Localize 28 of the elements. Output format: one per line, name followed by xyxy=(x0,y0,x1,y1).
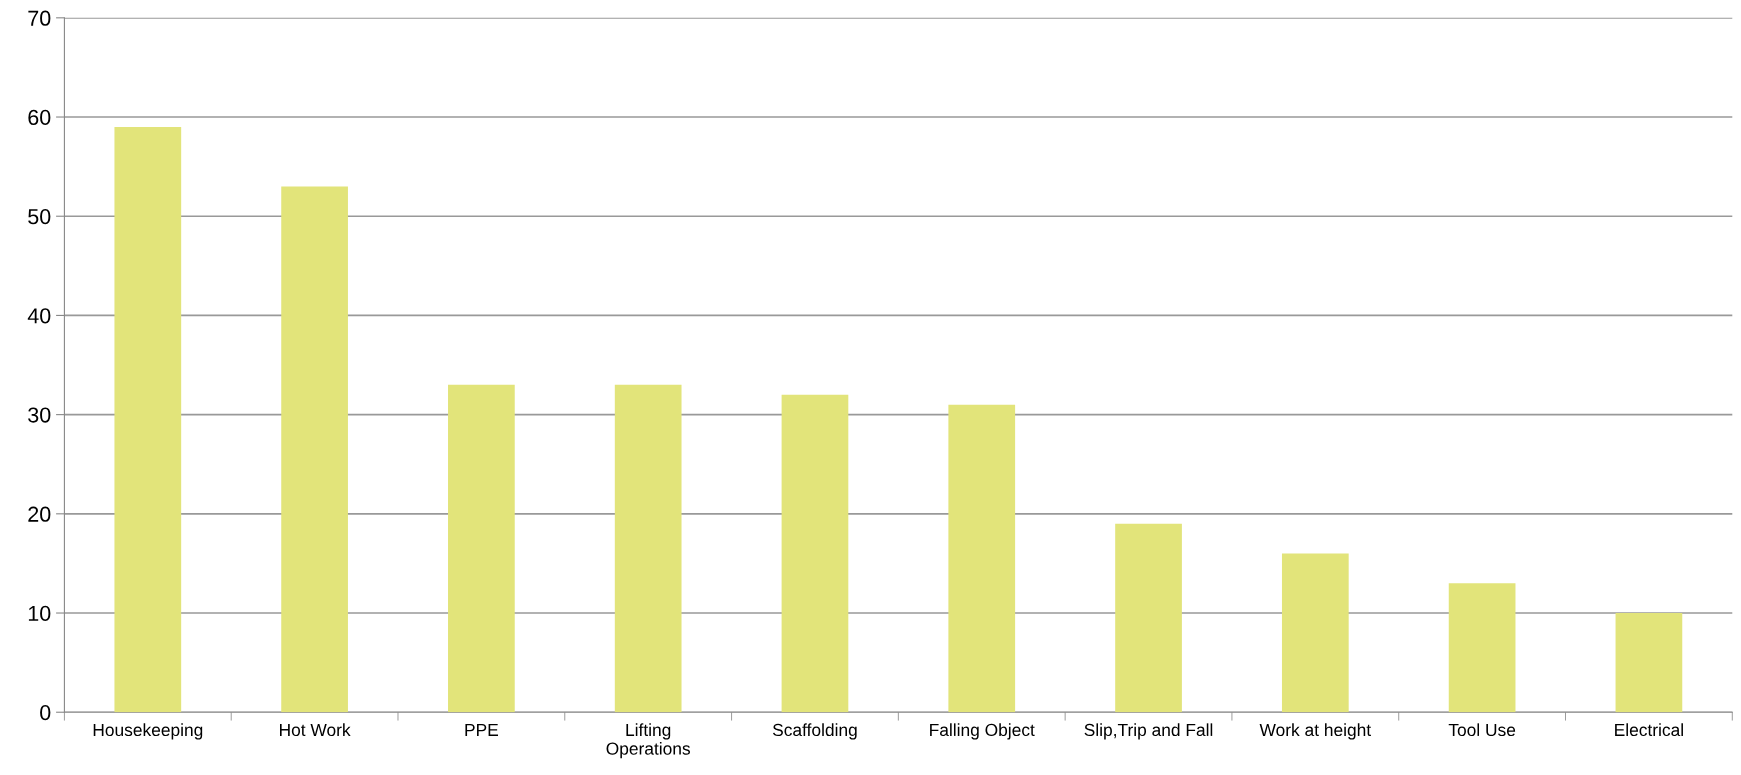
y-tick-label: 20 xyxy=(28,506,51,522)
y-tick-label: 10 xyxy=(28,605,51,622)
bar xyxy=(448,384,515,713)
y-tick-label: 30 xyxy=(28,407,51,423)
bar xyxy=(781,394,849,713)
bar xyxy=(948,404,1016,713)
x-tick-label: Housekeeping xyxy=(93,723,203,740)
y-tick-label: 50 xyxy=(28,208,51,225)
x-tick-label: Slip,Trip and Fall xyxy=(1084,723,1213,740)
x-tick-label: Work at height xyxy=(1259,723,1372,740)
y-tick-label: 0 xyxy=(40,704,51,721)
y-tick-label: 60 xyxy=(28,109,51,126)
x-tick-label: Scaffolding xyxy=(772,723,857,740)
x-tick-label: Hot Work xyxy=(280,723,351,737)
x-tick-label: Falling Object xyxy=(930,723,1035,740)
bar xyxy=(114,126,182,713)
y-tick-label: 70 xyxy=(28,10,51,26)
bar xyxy=(1281,553,1349,713)
x-tick-label: PPE xyxy=(465,723,499,736)
y-tick-label: 40 xyxy=(27,308,51,324)
bar xyxy=(1448,583,1516,713)
bar xyxy=(1115,523,1182,713)
bar xyxy=(281,186,348,713)
x-tick-label: Lifting Operations xyxy=(606,723,691,759)
bar xyxy=(1615,613,1683,713)
x-tick-label: Electrical xyxy=(1615,723,1683,737)
x-tick-label: Tool Use xyxy=(1448,723,1516,737)
bar xyxy=(614,384,682,713)
